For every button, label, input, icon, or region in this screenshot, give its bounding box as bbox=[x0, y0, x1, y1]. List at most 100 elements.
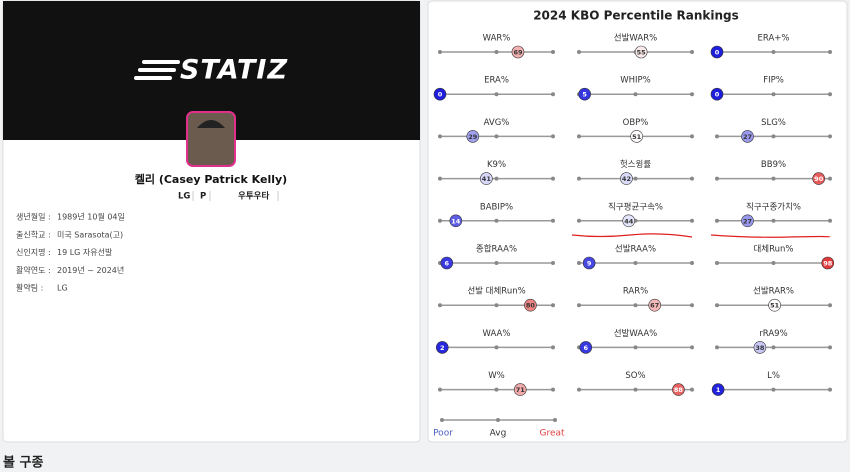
track-dot bbox=[633, 92, 638, 97]
track-dot bbox=[551, 387, 555, 392]
info-value: 19 LG 자유선발 bbox=[57, 247, 113, 257]
metric-label: 직구구종가치% bbox=[746, 201, 801, 212]
metric-marker bbox=[620, 172, 633, 185]
metric-value: 41 bbox=[482, 175, 492, 183]
metric-marker bbox=[440, 256, 454, 270]
track-dot bbox=[828, 218, 832, 223]
metric-marker bbox=[622, 214, 636, 228]
metric-label: K9% bbox=[487, 160, 506, 170]
track-dot bbox=[438, 134, 442, 139]
metric-label: 선발WAR% bbox=[614, 33, 657, 44]
track-dot bbox=[577, 303, 581, 308]
metric-marker bbox=[710, 87, 724, 101]
track-dot bbox=[577, 176, 581, 181]
tag: 우투우타 bbox=[238, 191, 269, 202]
track-dot bbox=[771, 387, 776, 392]
metric-value: 44 bbox=[624, 217, 634, 225]
metric-marker bbox=[433, 87, 447, 101]
metric-label: 선발WAA% bbox=[614, 328, 658, 339]
metric-label: OBP% bbox=[623, 118, 649, 128]
track-dot bbox=[551, 303, 555, 308]
track-dot bbox=[438, 218, 442, 223]
legend-dot bbox=[553, 418, 557, 422]
legend-avg: Avg bbox=[490, 429, 507, 439]
legend-great: Great bbox=[539, 429, 565, 439]
avatar bbox=[186, 111, 236, 167]
metric-marker bbox=[578, 87, 591, 101]
metric-value: 6 bbox=[445, 260, 450, 268]
track-dot bbox=[690, 387, 694, 392]
metric-label: L% bbox=[767, 371, 780, 381]
metric-label: 대체Run% bbox=[753, 244, 793, 255]
track-dot bbox=[438, 387, 442, 392]
info-value: LG bbox=[57, 284, 68, 293]
track-dot bbox=[771, 92, 776, 97]
info-label: 생년월일 : bbox=[16, 212, 51, 222]
metric-marker bbox=[648, 298, 662, 312]
metric-marker bbox=[513, 383, 527, 396]
track-dot bbox=[771, 345, 776, 350]
metric-value: 5 bbox=[582, 91, 587, 99]
track-dot bbox=[494, 218, 499, 223]
track-dot bbox=[715, 261, 719, 265]
info-value: 2019년 ~ 2024년 bbox=[57, 265, 124, 275]
metric-marker bbox=[672, 383, 685, 396]
metric-marker bbox=[480, 172, 493, 185]
metric-label: RAR% bbox=[623, 287, 648, 297]
track-dot bbox=[551, 50, 555, 54]
legend-poor: Poor bbox=[433, 429, 453, 439]
metric-marker bbox=[711, 383, 725, 396]
metric-value: 9 bbox=[587, 260, 592, 268]
metric-value: 67 bbox=[650, 302, 659, 310]
metric-label: 헛스윙률 bbox=[620, 159, 651, 170]
track-dot bbox=[633, 261, 638, 265]
metric-label: W% bbox=[488, 371, 504, 381]
track-dot bbox=[577, 261, 581, 265]
metric-marker bbox=[511, 45, 525, 59]
track-dot bbox=[494, 50, 499, 54]
metric-label: 선발 대체Run% bbox=[467, 286, 525, 297]
metric-label: 선발RAA% bbox=[615, 244, 656, 255]
track-dot bbox=[771, 50, 776, 54]
tag: LG bbox=[178, 192, 190, 202]
track-dot bbox=[551, 134, 555, 139]
track-dot bbox=[715, 176, 719, 181]
metric-value: 80 bbox=[526, 302, 536, 310]
info-label: 활약팀 : bbox=[16, 283, 43, 293]
metric-value: 42 bbox=[622, 175, 631, 183]
track-dot bbox=[771, 261, 776, 265]
track-dot bbox=[690, 345, 694, 350]
metric-marker bbox=[634, 45, 648, 59]
metric-value: 55 bbox=[637, 49, 647, 57]
info-value: 1989년 10월 04일 bbox=[57, 212, 125, 222]
metric-label: WHIP% bbox=[620, 76, 651, 86]
metric-value: 90 bbox=[814, 175, 824, 183]
track-dot bbox=[828, 176, 832, 181]
metric-value: 0 bbox=[715, 49, 720, 57]
metric-marker bbox=[579, 341, 593, 354]
track-dot bbox=[690, 134, 694, 139]
track-dot bbox=[577, 50, 581, 54]
metric-marker bbox=[753, 341, 767, 354]
track-dot bbox=[715, 218, 719, 223]
metric-marker bbox=[812, 172, 826, 185]
annotation-underline bbox=[571, 233, 693, 238]
track-dot bbox=[690, 218, 694, 223]
track-dot bbox=[690, 92, 694, 97]
track-dot bbox=[828, 50, 832, 54]
track-dot bbox=[494, 387, 499, 392]
logo-stripes bbox=[134, 60, 180, 80]
track-dot bbox=[577, 134, 581, 139]
track-dot bbox=[438, 176, 442, 181]
section-title: 볼 구종 bbox=[3, 456, 43, 471]
metric-marker bbox=[524, 298, 537, 312]
track-dot bbox=[438, 50, 442, 54]
metric-label: AVG% bbox=[484, 118, 510, 128]
track-dot bbox=[494, 176, 499, 181]
rankings-title: 2024 KBO Percentile Rankings bbox=[533, 9, 739, 23]
metric-label: rRA9% bbox=[759, 329, 787, 339]
metric-label: ERA+% bbox=[758, 34, 790, 44]
metric-value: 2 bbox=[440, 344, 445, 352]
metric-marker bbox=[710, 45, 724, 59]
track-dot bbox=[494, 261, 499, 265]
